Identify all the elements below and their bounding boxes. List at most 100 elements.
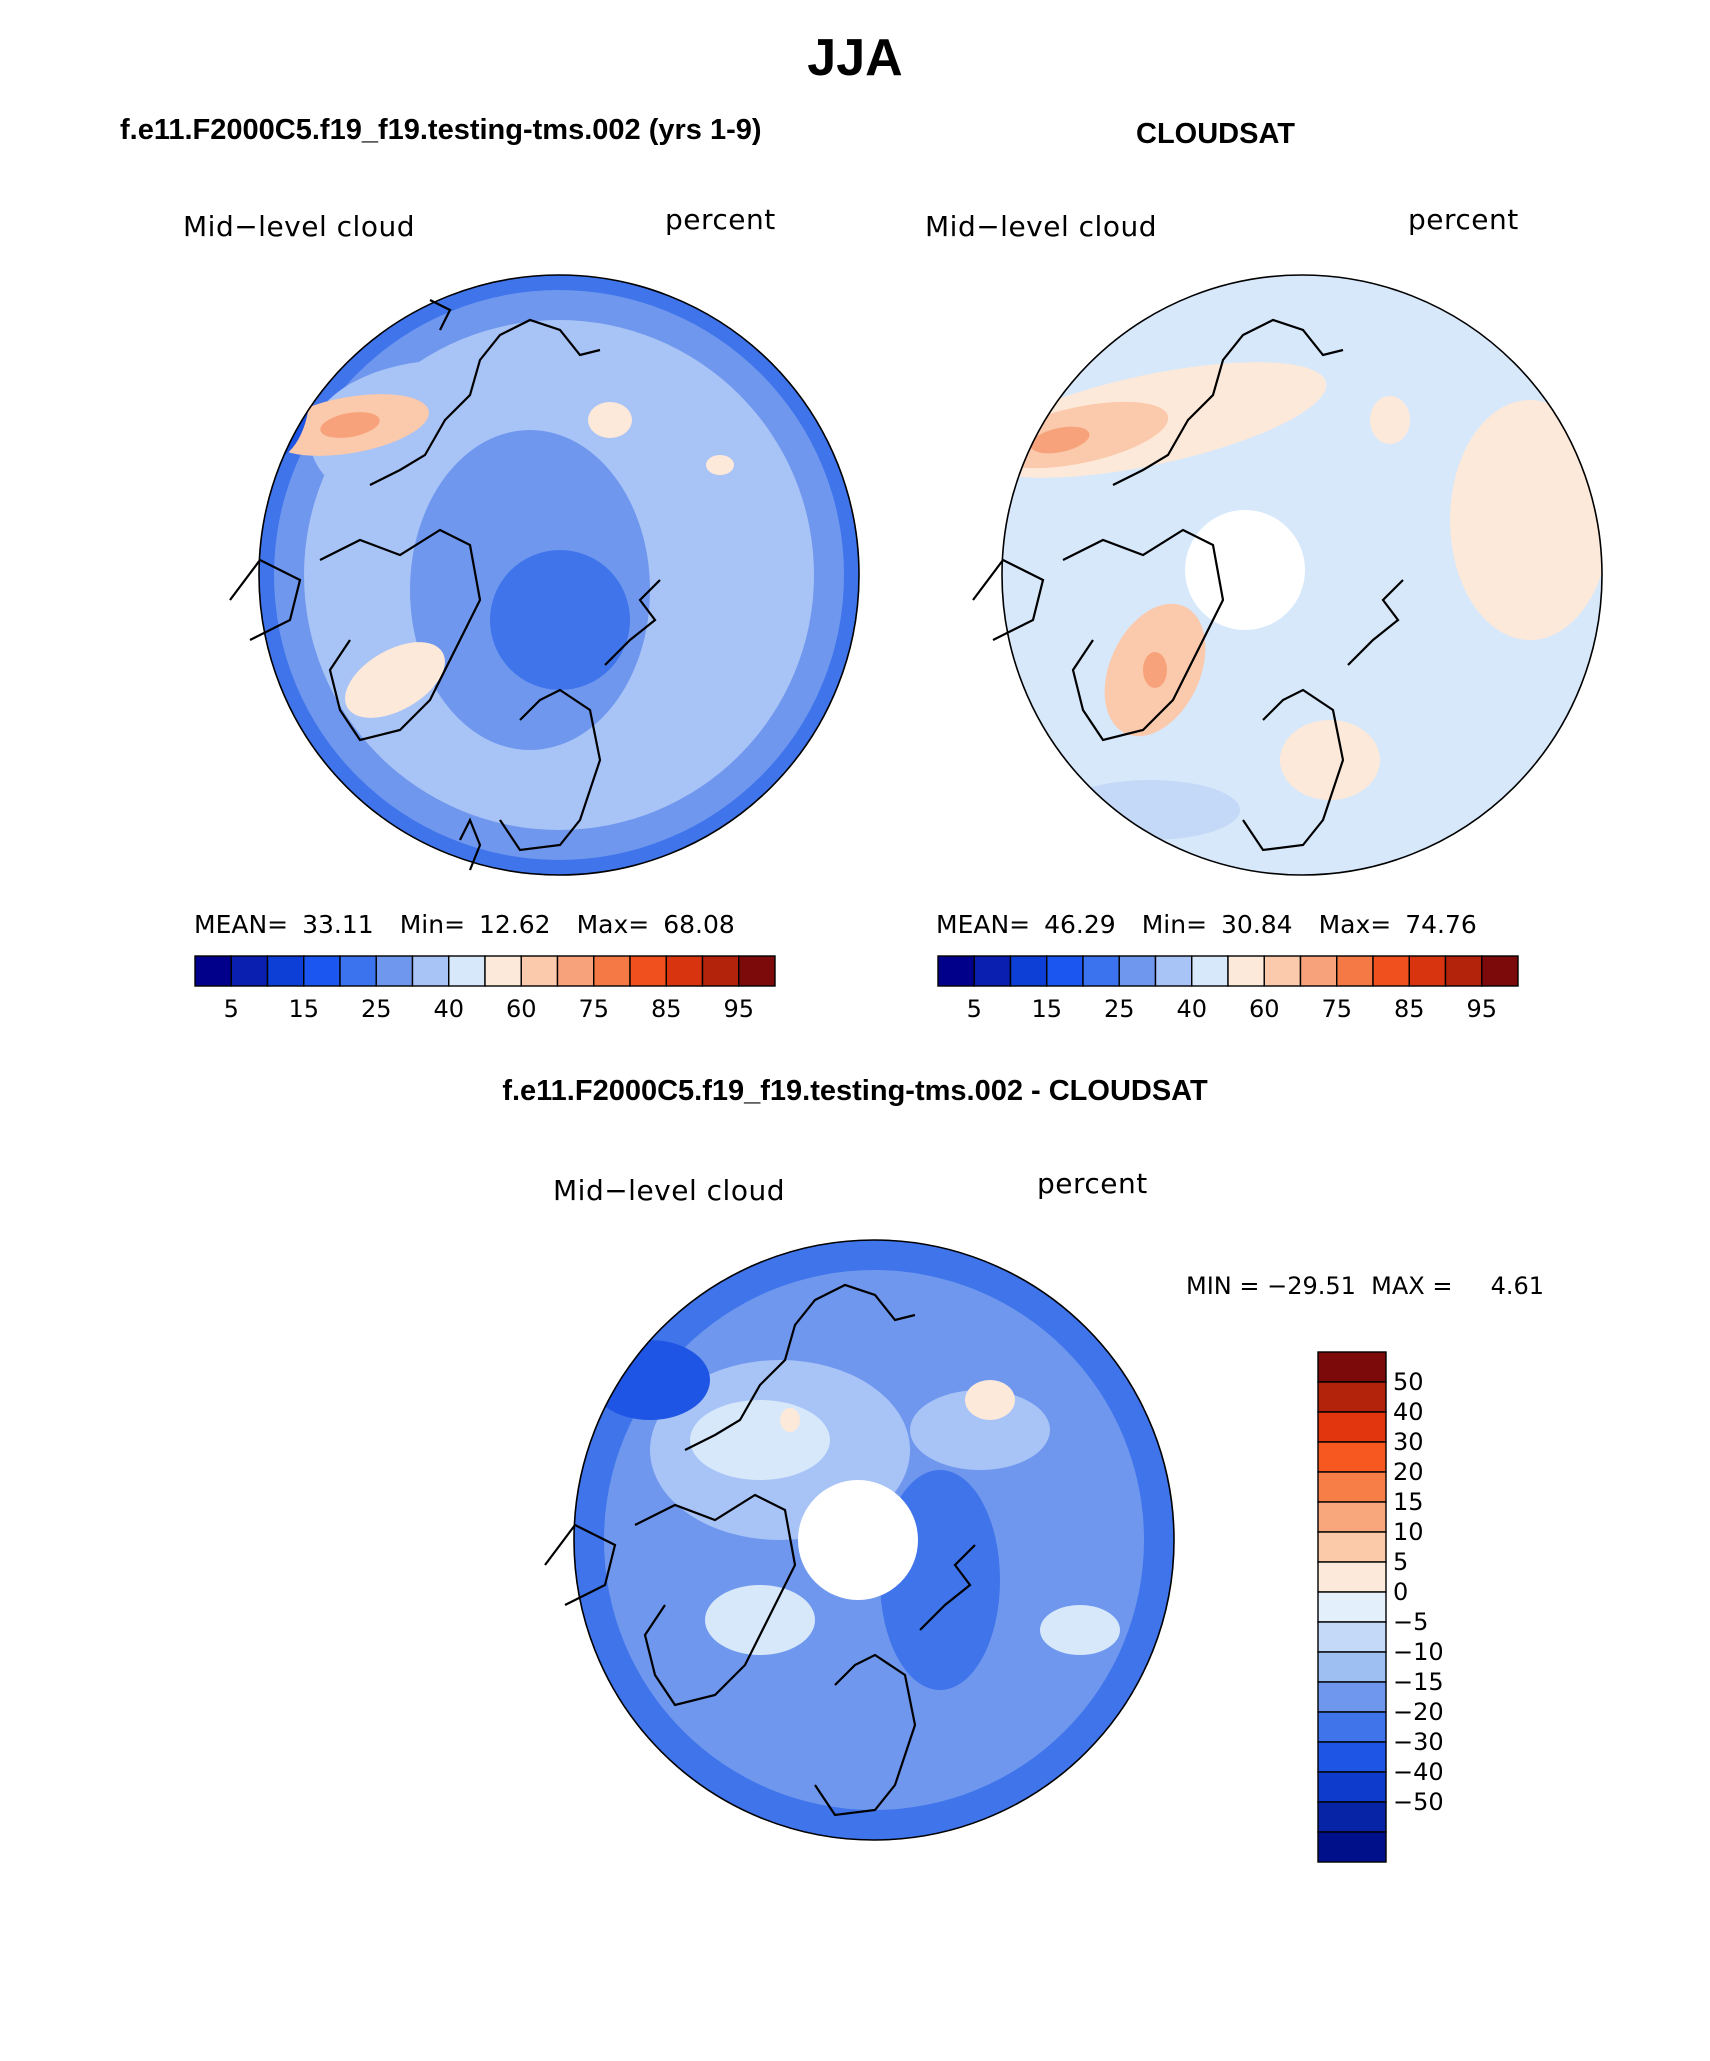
model-colorbar-box: [375, 955, 414, 987]
obs-colorbar-box: [1227, 955, 1265, 987]
model-colorbar-box: [738, 955, 776, 987]
obs-coastlines: [972, 318, 1404, 852]
model-colorbar-box: [556, 955, 595, 987]
obs-colorbar-tick-label: 40: [1176, 995, 1208, 1023]
model-variable-label: Mid−level cloud: [183, 210, 415, 243]
diff-colorbar-box: [1317, 1531, 1387, 1563]
obs-units-label: percent: [1408, 203, 1519, 236]
obs-colorbar-tick-label: 85: [1393, 995, 1425, 1023]
obs-variable-label: Mid−level cloud: [925, 210, 1157, 243]
model-colorbar-tick-label: 15: [288, 995, 320, 1023]
obs-colorbar-box: [1263, 955, 1302, 987]
model-colorbar-box: [303, 955, 341, 987]
obs-colorbar: [937, 955, 1519, 987]
model-colorbar-box: [411, 955, 450, 987]
obs-colorbar-box: [1154, 955, 1193, 987]
model-stats: MEAN= 33.11 Min= 12.62 Max= 68.08: [194, 910, 749, 939]
model-coastlines: [229, 299, 661, 871]
diff-colorbar-tick-label: −40: [1393, 1758, 1444, 1786]
obs-colorbar-box: [1046, 955, 1084, 987]
obs-colorbar-ticks: 5 15 25 40 60 75 85 95: [0, 995, 1710, 1025]
model-colorbar-box: [448, 955, 486, 987]
obs-polar-map: [972, 274, 1603, 876]
obs-colorbar-box: [1191, 955, 1229, 987]
model-colorbar-box: [230, 955, 269, 987]
model-panel-title: f.e11.F2000C5.f19_f19.testing-tms.002 (y…: [120, 114, 762, 146]
model-mean-value: 33.11: [302, 910, 374, 939]
obs-mean-label: MEAN=: [936, 910, 1031, 939]
diff-colorbar-box: [1317, 1741, 1387, 1773]
model-min-label: Min=: [399, 910, 466, 939]
diff-colorbar-tick-label: −30: [1393, 1728, 1444, 1756]
diff-colorbar-box: [1317, 1831, 1387, 1863]
diff-colorbar-box: [1317, 1381, 1387, 1413]
obs-colorbar-box: [1299, 955, 1338, 987]
model-colorbar-box: [593, 955, 631, 987]
obs-colorbar-box: [937, 955, 975, 987]
diff-variable-label: Mid−level cloud: [553, 1174, 785, 1207]
diff-colorbar-tick-label: −15: [1393, 1668, 1444, 1696]
diff-colorbar-tick-label: 40: [1393, 1398, 1424, 1426]
model-colorbar-tick-label: 5: [223, 995, 239, 1023]
obs-colorbar-box: [1082, 955, 1120, 987]
model-min-value: 12.62: [479, 910, 551, 939]
obs-colorbar-tick-label: 75: [1321, 995, 1353, 1023]
obs-min-label: Min=: [1141, 910, 1208, 939]
diff-colorbar-tick-label: 10: [1393, 1518, 1424, 1546]
diff-colorbar-box: [1317, 1711, 1387, 1743]
obs-mean-value: 46.29: [1044, 910, 1116, 939]
obs-max-value: 74.76: [1405, 910, 1477, 939]
model-polar-map: [229, 274, 860, 876]
obs-colorbar-tick-label: 60: [1248, 995, 1280, 1023]
diff-colorbar-tick-label: 5: [1393, 1548, 1409, 1576]
diff-colorbar-ticks: 50 40 30 20 15 10 5 0 −5 −10 −15 −20 −30 −40 −50: [1393, 0, 1513, 2061]
obs-colorbar-box: [1009, 955, 1048, 987]
diff-colorbar-tick-label: 30: [1393, 1428, 1424, 1456]
model-colorbar-box: [194, 955, 232, 987]
model-max-value: 68.08: [663, 910, 735, 939]
obs-colorbar-box: [1408, 955, 1447, 987]
diff-colorbar-tick-label: −10: [1393, 1638, 1444, 1666]
diff-colorbar-box: [1317, 1501, 1387, 1533]
model-colorbar-box: [629, 955, 667, 987]
diff-colorbar-box: [1317, 1471, 1387, 1503]
diff-colorbar-box: [1317, 1771, 1387, 1803]
model-colorbar-ticks: 5 15 25 40 60 75 85 95: [0, 995, 1710, 1025]
obs-panel-title: CLOUDSAT: [1136, 118, 1295, 150]
model-colorbar-tick-label: 25: [360, 995, 392, 1023]
diff-colorbar-tick-label: 15: [1393, 1488, 1424, 1516]
obs-colorbar-tick-label: 25: [1103, 995, 1135, 1023]
diff-colorbar-box: [1317, 1651, 1387, 1683]
diff-colorbar-tick-label: 50: [1393, 1368, 1424, 1396]
model-colorbar-tick-label: 85: [650, 995, 682, 1023]
obs-colorbar-box: [1481, 955, 1519, 987]
obs-max-label: Max=: [1318, 910, 1392, 939]
obs-colorbar-tick-label: 95: [1466, 995, 1498, 1023]
diff-colorbar-box: [1317, 1681, 1387, 1713]
diff-colorbar-tick-label: −50: [1393, 1788, 1444, 1816]
model-colorbar-tick-label: 60: [505, 995, 537, 1023]
model-colorbar-box: [665, 955, 704, 987]
diff-colorbar-box: [1317, 1561, 1387, 1593]
obs-colorbar-tick-label: 15: [1031, 995, 1063, 1023]
model-colorbar-tick-label: 40: [433, 995, 465, 1023]
diff-units-label: percent: [1037, 1167, 1148, 1200]
model-colorbar-box: [266, 955, 305, 987]
diff-minmax: MIN = −29.51 MAX = 4.61: [1186, 1272, 1545, 1300]
model-colorbar: [194, 955, 776, 987]
obs-colorbar-box: [1118, 955, 1157, 987]
model-colorbar-box: [484, 955, 522, 987]
model-colorbar-box: [339, 955, 377, 987]
model-colorbar-box: [520, 955, 559, 987]
obs-colorbar-box: [1336, 955, 1374, 987]
diff-colorbar-box: [1317, 1351, 1387, 1383]
diff-colorbar-tick-label: −20: [1393, 1698, 1444, 1726]
diff-colorbar-tick-label: −5: [1393, 1608, 1429, 1636]
model-mean-label: MEAN=: [194, 910, 289, 939]
obs-colorbar-tick-label: 5: [966, 995, 982, 1023]
main-title: JJA: [807, 29, 903, 87]
diff-colorbar-box: [1317, 1411, 1387, 1443]
obs-colorbar-box: [973, 955, 1012, 987]
model-colorbar-tick-label: 95: [723, 995, 755, 1023]
diff-colorbar-box: [1317, 1441, 1387, 1473]
